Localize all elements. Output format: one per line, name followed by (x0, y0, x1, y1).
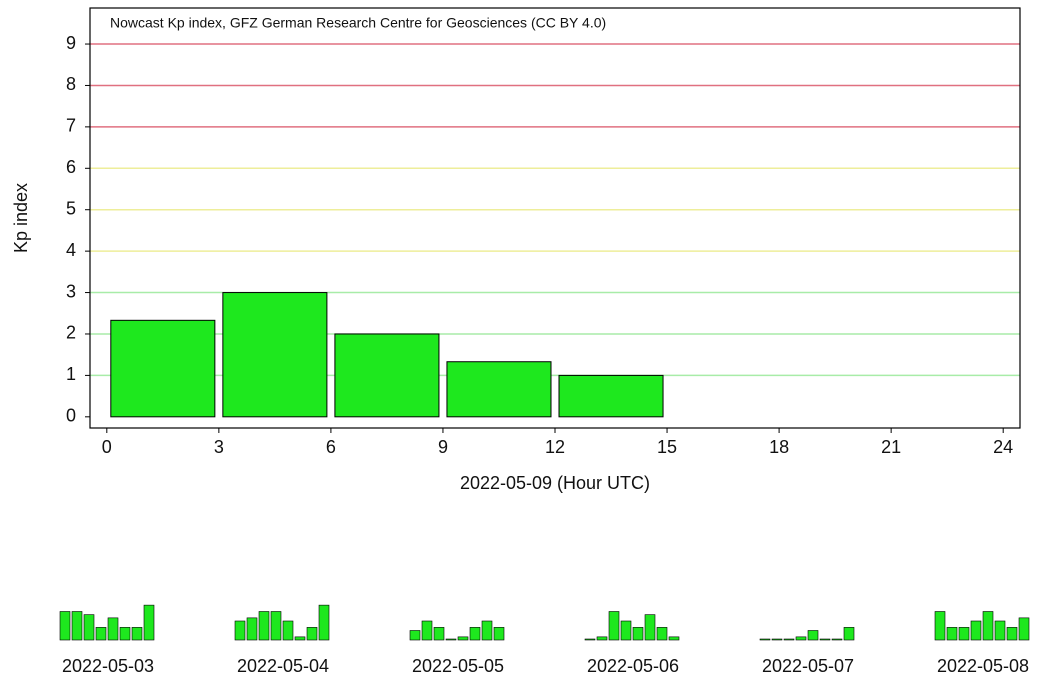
mini-chart-label: 2022-05-07 (762, 656, 854, 676)
mini-bar (994, 620, 1006, 641)
mini-bar (306, 627, 318, 641)
mini-bar (481, 620, 493, 641)
mini-bar (608, 611, 620, 641)
mini-bar (493, 627, 505, 641)
mini-bar (934, 611, 946, 641)
x-tick-label: 18 (769, 437, 789, 457)
mini-bar (795, 636, 807, 641)
mini-bar (656, 627, 668, 641)
y-tick-label: 7 (66, 116, 76, 136)
y-axis-label: Kp index (11, 183, 31, 253)
y-tick-label: 3 (66, 281, 76, 301)
mini-bar (83, 614, 95, 641)
mini-bar (807, 630, 819, 641)
x-tick-label: 0 (102, 437, 112, 457)
mini-bar (843, 627, 855, 641)
mini-bar (421, 620, 433, 641)
mini-chart-label: 2022-05-03 (62, 656, 154, 676)
mini-bar (982, 611, 994, 641)
mini-bar (270, 611, 282, 641)
bar (334, 333, 440, 418)
bar (222, 292, 328, 418)
chart-title: Nowcast Kp index, GFZ German Research Ce… (110, 15, 606, 31)
bar (558, 374, 664, 418)
x-tick-label: 9 (438, 437, 448, 457)
mini-bar (946, 627, 958, 641)
mini-bar (668, 636, 680, 641)
mini-bar (445, 638, 457, 641)
mini-bar (819, 638, 831, 641)
bar (110, 319, 216, 418)
mini-bar (258, 611, 270, 641)
plot-frame (89, 7, 1021, 429)
mini-bar (318, 604, 330, 641)
mini-bar (783, 638, 795, 641)
mini-chart-label: 2022-05-08 (937, 656, 1029, 676)
mini-bar (759, 638, 771, 641)
mini-bar (620, 620, 632, 641)
y-tick-label: 2 (66, 323, 76, 343)
mini-bar (457, 636, 469, 641)
mini-bar (71, 611, 83, 641)
y-tick-label: 9 (66, 33, 76, 53)
mini-bar (282, 620, 294, 641)
x-axis-label: 2022-05-09 (Hour UTC) (460, 473, 650, 493)
x-tick-label: 12 (545, 437, 565, 457)
mini-bar (59, 611, 71, 641)
mini-bar (469, 627, 481, 641)
mini-bar (131, 627, 143, 641)
mini-bar (970, 620, 982, 641)
y-tick-label: 6 (66, 157, 76, 177)
mini-bar (433, 627, 445, 641)
mini-chart-label: 2022-05-05 (412, 656, 504, 676)
mini-bar (294, 636, 306, 641)
mini-chart-label: 2022-05-06 (587, 656, 679, 676)
mini-bar (596, 636, 608, 641)
mini-bar (958, 627, 970, 641)
y-tick-label: 1 (66, 364, 76, 384)
x-tick-label: 21 (881, 437, 901, 457)
y-tick-label: 8 (66, 74, 76, 94)
mini-bar (1018, 617, 1030, 641)
mini-chart-label: 2022-05-04 (237, 656, 329, 676)
mini-bar (107, 617, 119, 641)
mini-bar (632, 627, 644, 641)
mini-bar (95, 627, 107, 641)
x-tick-label: 3 (214, 437, 224, 457)
mini-bar (1006, 627, 1018, 641)
mini-bar (246, 617, 258, 641)
mini-bar (143, 604, 155, 641)
y-tick-label: 0 (66, 406, 76, 426)
bar (446, 361, 552, 418)
mini-bar (234, 620, 246, 641)
mini-bar (409, 630, 421, 641)
x-tick-label: 24 (993, 437, 1013, 457)
y-tick-label: 5 (66, 198, 76, 218)
mini-bar (119, 627, 131, 641)
mini-bar (831, 638, 843, 641)
x-tick-label: 15 (657, 437, 677, 457)
x-tick-label: 6 (326, 437, 336, 457)
mini-bar (644, 614, 656, 641)
mini-bar (584, 638, 596, 641)
mini-bar (771, 638, 783, 641)
y-tick-label: 4 (66, 240, 76, 260)
